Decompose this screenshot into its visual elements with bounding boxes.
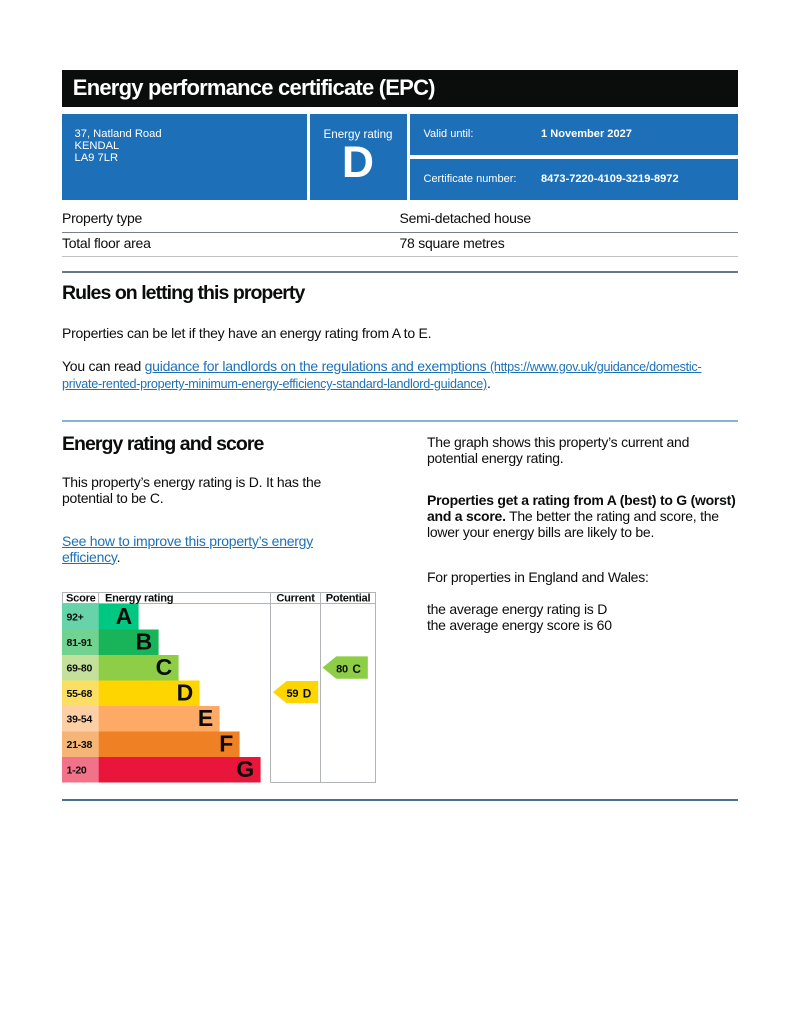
svg-text:39-54: 39-54: [67, 713, 93, 725]
svg-text:Score: Score: [66, 592, 96, 604]
svg-text:G: G: [236, 756, 254, 782]
svg-text:C: C: [156, 654, 172, 680]
svg-text:81-91: 81-91: [67, 637, 93, 649]
svg-text:Energy rating: Energy rating: [105, 592, 174, 604]
svg-text:92+: 92+: [67, 611, 84, 623]
svg-text:D: D: [177, 679, 193, 705]
svg-text:F: F: [219, 730, 233, 756]
svg-text:55-68: 55-68: [67, 688, 93, 700]
svg-text:C: C: [352, 661, 361, 675]
svg-text:1-20: 1-20: [67, 764, 87, 776]
svg-text:B: B: [136, 628, 152, 654]
svg-text:59: 59: [287, 688, 299, 700]
svg-text:69-80: 69-80: [67, 662, 93, 674]
svg-text:D: D: [303, 686, 312, 700]
svg-text:A: A: [116, 603, 132, 629]
svg-text:80: 80: [336, 663, 348, 675]
svg-text:Current: Current: [276, 592, 315, 604]
svg-text:E: E: [198, 705, 213, 731]
svg-text:Potential: Potential: [326, 592, 371, 604]
svg-text:21-38: 21-38: [67, 739, 93, 751]
